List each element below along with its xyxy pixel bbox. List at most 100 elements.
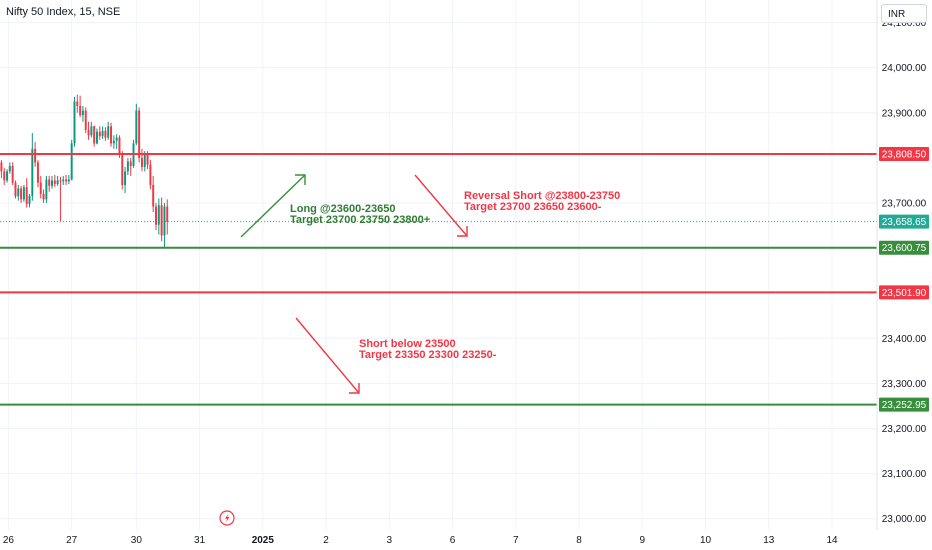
annotation-long[interactable]: Long @23600-23650 Target 23700 23750 238…: [290, 203, 430, 226]
time-tick-label: 30: [131, 535, 143, 546]
time-tick-label: 9: [640, 535, 646, 546]
level-price-tag-box: [879, 397, 929, 412]
candle-body: [152, 184, 155, 207]
time-tick-label: 8: [576, 535, 582, 546]
candle-body: [138, 110, 141, 158]
time-tick-label: 26: [3, 535, 15, 546]
candle-body: [53, 180, 56, 185]
candle-body: [95, 131, 98, 144]
annotation-arrows[interactable]: [240, 174, 468, 394]
short-arrow-head[interactable]: [349, 383, 360, 394]
reversal-short-arrow-line[interactable]: [414, 174, 468, 237]
time-tick-label: 3: [387, 535, 393, 546]
long-arrow-head[interactable]: [295, 174, 306, 185]
price-tick-label: 24,000.00: [882, 63, 927, 74]
candle-body: [76, 101, 79, 106]
lightning-bolt-icon[interactable]: [219, 510, 235, 526]
candle-body: [20, 188, 23, 200]
time-axis[interactable]: 26 27 30 31 2025 2 3 6 7 8 9 10 13 14: [3, 535, 838, 546]
candle-body: [34, 148, 37, 163]
candle-body: [14, 182, 17, 197]
horizontal-levels[interactable]: [0, 153, 877, 406]
candle-body: [140, 157, 143, 167]
candle-body: [149, 164, 152, 185]
candle-body: [6, 171, 9, 181]
candle-body: [25, 187, 28, 204]
candle-body: [126, 161, 129, 172]
candle-body: [157, 205, 160, 225]
chart-grid: [0, 0, 877, 530]
price-tick-label: 23,900.00: [882, 108, 927, 119]
candles: [0, 94, 169, 248]
candle-body: [107, 126, 110, 138]
candle-body: [42, 193, 45, 200]
level-price-tag-label: 23,252.95: [882, 400, 927, 411]
time-tick-label: 10: [700, 535, 712, 546]
price-tick-label: 24,100.00: [882, 18, 927, 29]
candle-body: [17, 188, 20, 197]
annotation-short-line1: Short below 23500: [359, 338, 456, 350]
price-axis[interactable]: 23,000.00 23,100.00 23,200.00 23,300.00 23,4…: [879, 18, 929, 525]
candle-body: [118, 137, 121, 154]
time-tick-label: 2: [323, 535, 329, 546]
level-price-tag-box: [879, 285, 929, 300]
candle-body: [115, 137, 118, 141]
candle-body: [163, 206, 166, 236]
candle-body: [22, 187, 25, 200]
candle-body: [155, 206, 157, 225]
level-price-tag-label: 23,808.50: [882, 150, 927, 161]
candle-body: [62, 179, 65, 182]
candle-body: [48, 179, 51, 186]
time-tick-label: 31: [194, 535, 206, 546]
candle-body: [146, 154, 149, 165]
time-tick-label: 27: [66, 535, 78, 546]
candle-body: [59, 180, 62, 182]
long-arrow-line[interactable]: [240, 174, 306, 238]
annotation-reversal-line2: Target 23700 23650 23600-: [464, 201, 602, 213]
candle-body: [0, 162, 3, 172]
annotation-short-below[interactable]: Short below 23500 Target 23350 23300 232…: [359, 338, 497, 361]
time-tick-label: 13: [763, 535, 775, 546]
candle-body: [160, 205, 163, 236]
candle-body: [56, 180, 59, 185]
currency-button[interactable]: INR: [881, 4, 927, 23]
candle-body: [70, 143, 73, 180]
price-tick-label: 23,000.00: [882, 514, 927, 525]
candle-body: [31, 148, 34, 197]
price-tick-label: 23,700.00: [882, 198, 927, 209]
time-tick-label: 2025: [252, 535, 275, 546]
candle-body: [45, 179, 48, 200]
candle-body: [3, 171, 6, 181]
candle-body: [65, 179, 68, 182]
time-tick-label: 14: [826, 535, 838, 546]
price-tick-label: 23,200.00: [882, 424, 927, 435]
level-price-tag-box: [879, 240, 929, 255]
candle-body: [104, 130, 107, 138]
candle-body: [84, 110, 87, 130]
annotation-long-line1: Long @23600-23650: [290, 203, 396, 215]
candle-body: [93, 126, 96, 144]
candle-body: [124, 171, 127, 185]
candle-body: [110, 126, 113, 144]
candle-body: [67, 179, 70, 182]
reversal-short-arrow-head[interactable]: [457, 226, 468, 237]
annotation-long-line2: Target 23700 23750 23800+: [290, 214, 430, 226]
level-price-tag-label: 23,600.75: [882, 243, 927, 254]
candle-body: [39, 182, 42, 194]
annotation-short-line2: Target 23350 23300 23250-: [359, 349, 497, 361]
level-price-tag-box: [879, 147, 929, 162]
candle-body: [11, 165, 14, 183]
candle-body: [87, 129, 90, 136]
candle-body: [79, 106, 82, 116]
candle-body: [8, 165, 11, 172]
time-tick-label: 6: [450, 535, 456, 546]
annotation-reversal-short[interactable]: Reversal Short @23800-23750 Target 23700…: [464, 190, 620, 213]
price-tick-label: 23,300.00: [882, 379, 927, 390]
candle-body: [28, 196, 31, 204]
candle-body: [81, 110, 84, 116]
candle-body: [112, 140, 115, 144]
candle-body: [51, 180, 53, 186]
candle-body: [166, 206, 169, 222]
short-arrow-line[interactable]: [295, 317, 360, 394]
